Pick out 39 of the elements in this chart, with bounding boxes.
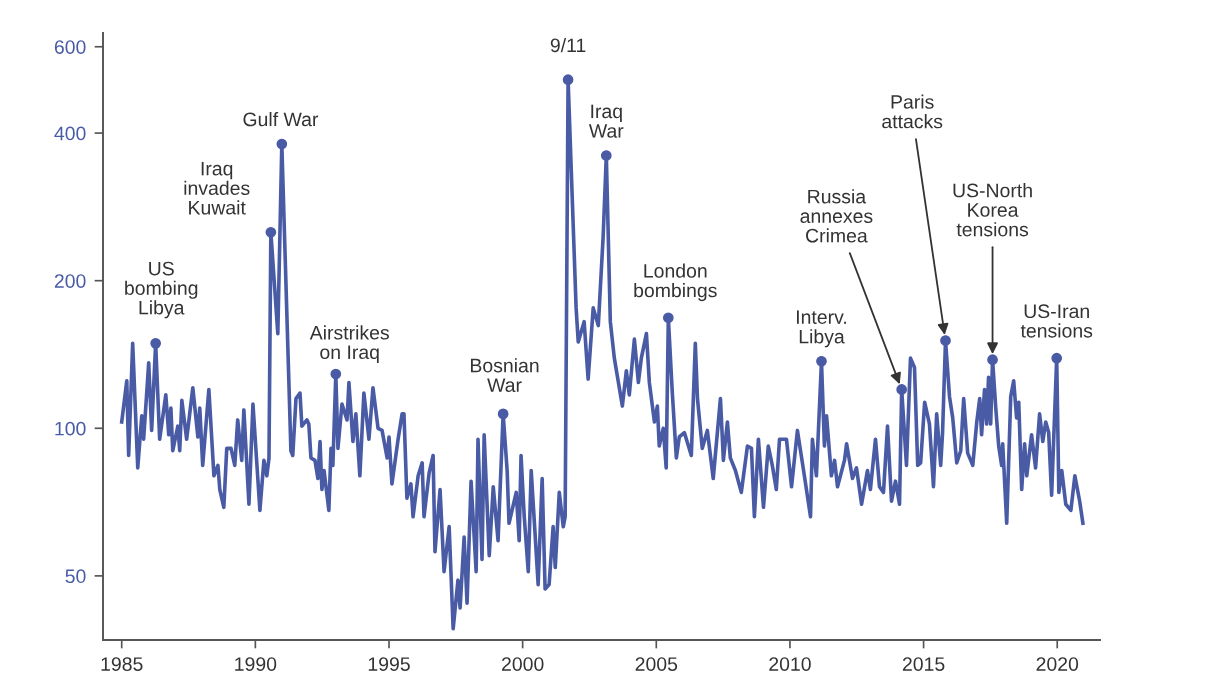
y-tick-label: 200: [54, 274, 86, 288]
point: [600, 150, 612, 161]
x-tick-label: 1995: [368, 657, 410, 671]
annotation: Iraq invades Kuwait: [184, 161, 250, 215]
x-tick-label: 2020: [1036, 657, 1079, 671]
point: [816, 355, 827, 367]
annotation: Airstrikes on Iraq: [309, 325, 389, 363]
point: [330, 368, 342, 380]
x-tick-label: 2015: [902, 657, 945, 671]
point: [940, 335, 951, 346]
annotation: US-North Korea tensions: [953, 183, 1032, 237]
point: [1051, 352, 1063, 364]
y-tick-label: 50: [65, 569, 86, 584]
x-tick-label: 2005: [635, 657, 678, 671]
annotation: Paris attacks: [882, 94, 943, 129]
y-tick-label: 600: [54, 40, 86, 54]
annotation: US-Iran tensions: [1020, 304, 1093, 338]
x-tick-label: 1990: [235, 657, 277, 671]
annotation: London bombings: [634, 263, 717, 302]
annotation: Iraq War: [588, 104, 624, 138]
point: [987, 354, 998, 366]
annotation: Bosnian War: [470, 358, 539, 392]
y-tick-label: 100: [55, 421, 86, 436]
x-tick-label: 2000: [502, 657, 544, 671]
point: [150, 338, 162, 349]
annotation: US bombing Libya: [125, 261, 198, 319]
point: [276, 138, 288, 150]
point: [896, 384, 908, 395]
y-tick-label: 400: [54, 126, 86, 141]
x-tick-label: 2010: [769, 657, 811, 671]
point: [662, 312, 674, 324]
annotation: Russia annexes Crimea: [800, 189, 873, 243]
point: [562, 74, 574, 86]
point: [265, 226, 277, 238]
point: [497, 408, 509, 420]
annotation: Gulf War: [243, 111, 319, 127]
annotation: Interv. Libya: [796, 310, 847, 348]
annotation: 9/11: [550, 37, 586, 53]
x-tick-label: 1985: [101, 657, 143, 671]
